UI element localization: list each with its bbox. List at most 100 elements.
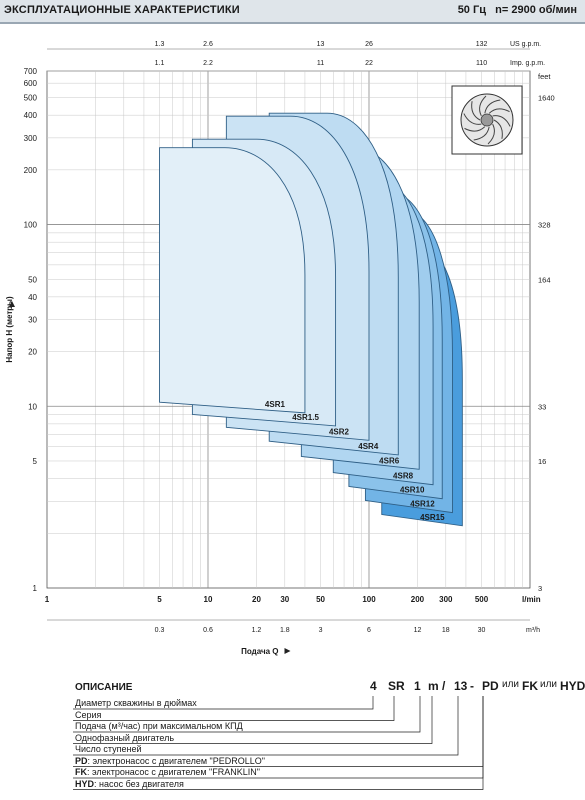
description-row-text: Подача (м³/час) при максимальном КПД — [75, 721, 243, 731]
y-tick-label: 700 — [24, 67, 38, 76]
page-title: ЭКСПЛУАТАЦИОННЫЕ ХАРАКТЕРИСТИКИ — [4, 4, 240, 16]
description-leader-line — [73, 696, 433, 744]
x-tick-label: 30 — [280, 595, 289, 604]
y-tick-label: 300 — [24, 134, 38, 143]
feet-tick-label: 33 — [538, 402, 546, 411]
y-tick-label: 500 — [24, 94, 38, 103]
m3h-tick-label: 30 — [478, 627, 486, 634]
impeller-icon-vane — [487, 123, 495, 145]
m3h-tick-label: 1.2 — [252, 627, 262, 634]
description-row: Диаметр скважины в дюймах — [75, 698, 197, 708]
feet-tick-label: 328 — [538, 221, 551, 230]
code-part: / — [442, 679, 446, 693]
x-tick-label: 300 — [439, 595, 453, 604]
series-label-4sr1-5: 4SR1.5 — [292, 413, 319, 422]
feet-tick-label: 1640 — [538, 94, 555, 103]
impeller-icon-vane — [488, 108, 510, 114]
m3h-tick-label: 0.6 — [203, 627, 213, 634]
impeller-icon-vane — [473, 126, 490, 141]
series-label-4sr15: 4SR15 — [420, 513, 445, 522]
description-row: Однофазный двигатель — [75, 733, 174, 743]
description-row-code: FK — [75, 767, 87, 777]
impgpm-tick-label: 1.1 — [155, 60, 165, 67]
description-row-text: Диаметр скважины в дюймах — [75, 698, 197, 708]
x-tick-label: 5 — [157, 595, 162, 604]
description-row: FK: электронасос с двигателем "FRANKLIN" — [75, 767, 260, 777]
y-axis-arrow-icon — [9, 301, 15, 307]
series-areas — [159, 112, 463, 527]
usgpm-tick-label: 26 — [365, 41, 373, 48]
code-part: FK — [522, 679, 538, 693]
description-leader-line — [73, 696, 459, 756]
y-tick-label: 50 — [28, 275, 37, 284]
series-label-4sr12: 4SR12 — [410, 500, 435, 509]
feet-tick-label: 164 — [538, 275, 551, 284]
y-tick-label: 200 — [24, 166, 38, 175]
y-tick-label: 20 — [28, 348, 37, 357]
x-tick-label: 50 — [316, 595, 325, 604]
m3h-tick-label: 1.8 — [280, 627, 290, 634]
impeller-icon-vane — [463, 113, 482, 125]
speed-label: n= 2900 об/мин — [495, 4, 577, 16]
feet-tick-label: 3 — [538, 584, 542, 593]
right-axis-unit: feet — [538, 72, 551, 81]
performance-chart: 4SR154SR124SR104SR84SR64SR44SR24SR1.54SR… — [5, 41, 555, 656]
description-row-text: : электронасос с двигателем "FRANKLIN" — [87, 767, 260, 777]
y-tick-label: 40 — [28, 293, 37, 302]
description-row: Подача (м³/час) при максимальном КПД — [75, 721, 243, 731]
description-leader-line — [73, 696, 395, 721]
header-bar: ЭКСПЛУАТАЦИОННЫЕ ХАРАКТЕРИСТИКИ 50 Гц n=… — [0, 0, 585, 24]
description-row: PD: электронасос с двигателем "PEDROLLO" — [75, 756, 265, 766]
m3h-unit: m³/h — [526, 627, 540, 634]
description-row: HYD: насос без двигателя — [75, 779, 184, 789]
x-axis-unit: l/min — [522, 595, 541, 604]
description-leader-line — [73, 696, 484, 790]
x-tick-label: 500 — [475, 595, 489, 604]
frequency-speed: 50 Гц n= 2900 об/мин — [458, 4, 577, 16]
frequency-label: 50 Гц — [457, 4, 486, 16]
impeller-icon — [451, 85, 523, 155]
m3h-tick-label: 3 — [319, 627, 323, 634]
description-title: ОПИСАНИЕ — [75, 682, 133, 693]
y-axis-title: Напор Н (метры) — [5, 296, 14, 363]
impeller-icon-vane — [464, 126, 486, 132]
description-row-text: Число ступеней — [75, 744, 142, 754]
impeller-icon-vane — [484, 99, 501, 114]
x-tick-label: 100 — [362, 595, 376, 604]
usgpm-tick-label: 2.6 — [203, 41, 213, 48]
series-label-4sr1: 4SR1 — [265, 400, 286, 409]
description-row: Серия — [75, 710, 101, 720]
description-row-text: Серия — [75, 709, 102, 720]
description-row-text: Однофазный двигатель — [75, 732, 175, 743]
impeller-icon-vane — [493, 119, 503, 139]
impgpm-tick-label: 22 — [365, 60, 373, 67]
y-tick-label: 1 — [33, 584, 38, 593]
code-part: m — [428, 679, 439, 693]
description-row-code: HYD — [75, 778, 95, 789]
x-tick-label: 200 — [411, 595, 425, 604]
description-leader-lines — [73, 696, 484, 790]
series-label-4sr2: 4SR2 — [329, 427, 350, 436]
usgpm-tick-label: 13 — [317, 41, 325, 48]
x-tick-label: 20 — [252, 595, 261, 604]
impgpm-unit: Imp. g.p.m. — [510, 60, 545, 67]
description-row-text: : электронасос с двигателем "PEDROLLO" — [87, 755, 265, 766]
impgpm-tick-label: 11 — [317, 60, 324, 67]
code-part: SR — [388, 679, 405, 693]
series-label-4sr4: 4SR4 — [358, 442, 379, 451]
y-tick-label: 600 — [24, 79, 38, 88]
description-row: Число ступеней — [75, 744, 142, 754]
description-leader-line — [73, 696, 374, 710]
series-label-4sr8: 4SR8 — [393, 472, 414, 481]
code-part: PD — [482, 679, 499, 693]
m3h-tick-label: 18 — [442, 627, 450, 634]
y-tick-label: 400 — [24, 111, 38, 120]
y-tick-label: 10 — [28, 402, 37, 411]
impgpm-tick-label: 110 — [476, 60, 487, 67]
series-label-4sr10: 4SR10 — [400, 486, 425, 495]
x-axis-title: Подача Q — [241, 647, 278, 656]
m3h-tick-label: 0.3 — [155, 627, 165, 634]
y-tick-label: 30 — [28, 316, 37, 325]
code-part: 4 — [370, 679, 377, 693]
code-part: 13 — [454, 679, 468, 693]
